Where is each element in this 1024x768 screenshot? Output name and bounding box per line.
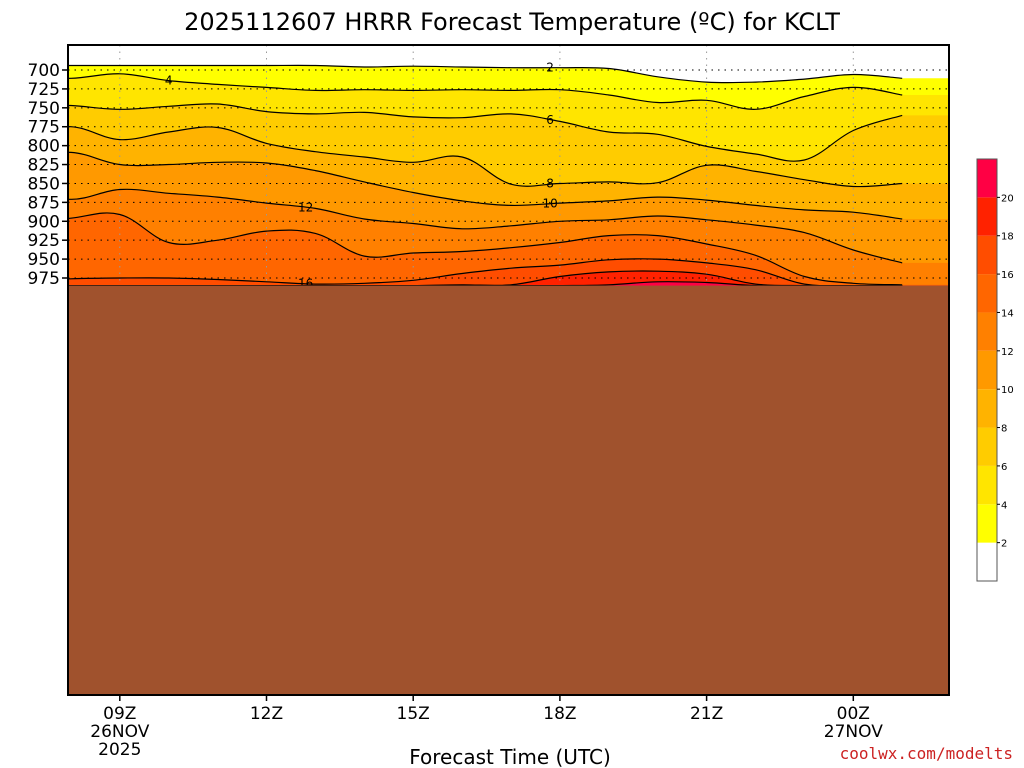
- y-tick-label-825: 825: [28, 156, 60, 176]
- isotherm-12: [68, 188, 903, 264]
- isotherm-label-8: 8: [546, 177, 554, 191]
- colorbar-swatch-2: [977, 504, 997, 543]
- y-tick-label-900: 900: [28, 212, 60, 232]
- isotherm-label-6: 6: [546, 113, 554, 127]
- x-tick-label-12Z-0: 12Z: [250, 704, 283, 724]
- colorbar-label-8: 8: [1001, 424, 1007, 435]
- plot-frame: [67, 44, 950, 696]
- colorbar-swatch-12: [977, 312, 997, 351]
- colorbar-label-16: 16: [1001, 270, 1014, 281]
- x-tick-label-15Z-0: 15Z: [397, 704, 430, 724]
- y-tick-label-975: 975: [28, 269, 60, 289]
- colorbar-label-12: 12: [1001, 347, 1014, 358]
- colorbar-swatch-14: [977, 274, 997, 313]
- surface-layer: [68, 285, 949, 695]
- colorbar-label-14: 14: [1001, 308, 1014, 319]
- ground-surface: [68, 285, 949, 695]
- y-tick-label-875: 875: [28, 193, 60, 213]
- credit-text: coolwx.com/modelts: [840, 744, 1013, 763]
- colorbar-label-6: 6: [1001, 462, 1007, 473]
- x-tick-label-21Z-0: 21Z: [690, 704, 723, 724]
- isotherm-8: [68, 126, 903, 188]
- colorbar-frame: [976, 158, 998, 582]
- x-tick-label-00Z-0: 00Z: [837, 704, 870, 724]
- colorbar-swatch-18: [977, 197, 997, 236]
- x-tick-label-00Z-1: 27NOV: [824, 722, 883, 742]
- colorbar-label-20: 20: [1001, 193, 1014, 204]
- y-tick-label-950: 950: [28, 250, 60, 270]
- colorbar-label-4: 4: [1001, 500, 1007, 511]
- chart-title: 2025112607 HRRR Forecast Temperature (ºC…: [184, 8, 840, 36]
- x-tick-label-09Z-2: 2025: [98, 740, 141, 760]
- y-tick-label-750: 750: [28, 99, 60, 119]
- y-tick-label-800: 800: [28, 137, 60, 157]
- isotherm-6: [68, 103, 903, 162]
- x-tick-label-09Z-0: 09Z: [103, 704, 136, 724]
- y-tick-label-725: 725: [28, 80, 60, 100]
- isotherm-4: [68, 73, 903, 110]
- isotherm-label-2: 2: [546, 61, 554, 75]
- colorbar-swatch-0: [977, 542, 997, 581]
- x-tick-label-18Z-0: 18Z: [543, 704, 576, 724]
- y-tick-label-925: 925: [28, 231, 60, 251]
- y-tick-label-775: 775: [28, 118, 60, 138]
- isotherm-label-12: 12: [298, 200, 313, 214]
- colorbar-label-2: 2: [1001, 539, 1007, 550]
- isotherm-10: [68, 151, 903, 220]
- x-axis-label: Forecast Time (UTC): [409, 745, 611, 768]
- colorbar: 2 4 6 8 10 12 14 16 18 20: [976, 158, 1014, 582]
- colorbar-swatch-16: [977, 235, 997, 275]
- isotherm-14: [68, 212, 903, 286]
- x-tick-label-09Z-1: 26NOV: [90, 722, 149, 742]
- colorbar-swatch-8: [977, 389, 997, 428]
- y-tick-label-850: 850: [28, 174, 60, 194]
- colorbar-swatch-20: [977, 159, 997, 198]
- isotherm-2: [68, 64, 903, 84]
- colorbar-label-18: 18: [1001, 232, 1014, 243]
- colorbar-swatch-6: [977, 427, 997, 466]
- isotherm-label-4: 4: [165, 74, 173, 88]
- isotherm-label-10: 10: [542, 197, 557, 211]
- colorbar-swatch-10: [977, 350, 997, 390]
- y-tick-label-700: 700: [28, 61, 60, 81]
- colorbar-label-10: 10: [1001, 385, 1014, 396]
- colorbar-swatch-4: [977, 465, 997, 505]
- isotherm-16: [68, 258, 903, 287]
